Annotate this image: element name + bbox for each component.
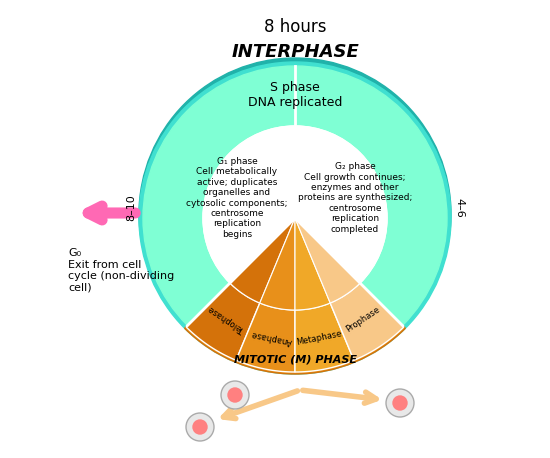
- Polygon shape: [186, 218, 295, 360]
- Circle shape: [139, 62, 451, 374]
- Polygon shape: [236, 218, 295, 372]
- Wedge shape: [185, 218, 405, 374]
- Text: 4–6: 4–6: [454, 198, 464, 218]
- Polygon shape: [260, 218, 295, 310]
- Text: G₀
Exit from cell
cycle (non-dividing
cell): G₀ Exit from cell cycle (non-dividing ce…: [68, 248, 174, 293]
- Polygon shape: [295, 218, 404, 360]
- Text: Prophase: Prophase: [344, 305, 382, 334]
- Circle shape: [228, 388, 242, 402]
- Circle shape: [193, 420, 207, 434]
- Circle shape: [186, 413, 214, 441]
- Circle shape: [143, 66, 447, 370]
- Text: 8 hours: 8 hours: [264, 18, 326, 36]
- Text: 8–10: 8–10: [126, 195, 136, 221]
- Text: Anaphase: Anaphase: [250, 329, 293, 346]
- Circle shape: [221, 381, 249, 409]
- Text: G₁ phase
Cell metabolically
active; duplicates
organelles and
cytosolic componen: G₁ phase Cell metabolically active; dupl…: [186, 157, 288, 239]
- Text: Metaphase: Metaphase: [295, 329, 343, 347]
- Polygon shape: [230, 218, 295, 303]
- Polygon shape: [295, 218, 354, 372]
- Circle shape: [139, 58, 451, 370]
- Circle shape: [203, 126, 387, 310]
- Text: INTERPHASE: INTERPHASE: [231, 43, 359, 61]
- Polygon shape: [295, 218, 360, 303]
- Text: Telophase: Telophase: [207, 304, 247, 335]
- Text: G₂ phase
Cell growth continues;
enzymes and other
proteins are synthesized;
cent: G₂ phase Cell growth continues; enzymes …: [298, 162, 412, 234]
- Circle shape: [386, 389, 414, 417]
- Polygon shape: [295, 218, 330, 310]
- Circle shape: [393, 396, 407, 410]
- Circle shape: [203, 126, 387, 310]
- Text: MITOTIC (M) PHASE: MITOTIC (M) PHASE: [234, 355, 356, 365]
- Text: S phase
DNA replicated: S phase DNA replicated: [248, 81, 342, 109]
